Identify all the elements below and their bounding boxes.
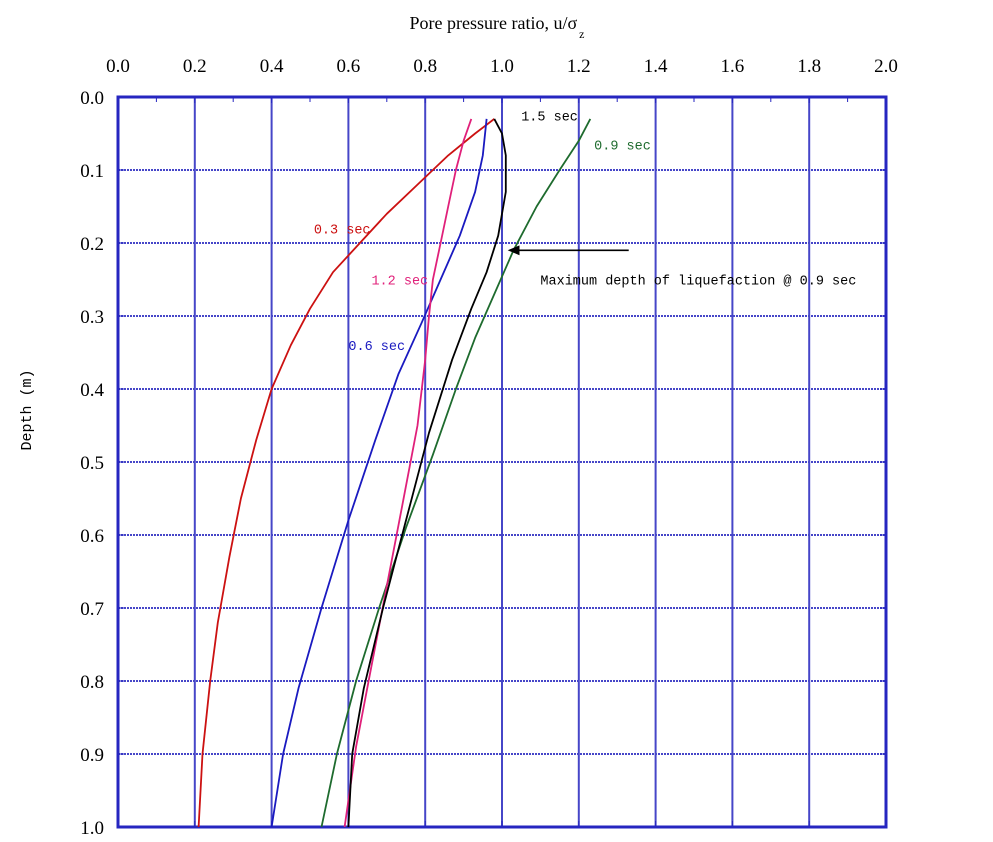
x-tick-label: 1.8: [797, 56, 821, 77]
x-tick-label: 0.0: [106, 56, 130, 77]
series-labels: 0.3 sec 0.6 sec 0.9 sec 1.2 sec 1.5 sec: [314, 110, 651, 355]
series-label-0-3-sec: 0.3 sec: [314, 223, 371, 238]
y-tick-label: 0.3: [80, 307, 104, 328]
x-tick-label: 1.6: [721, 56, 745, 77]
y-tick-label: 0.4: [80, 380, 104, 401]
y-tick-label: 0.0: [80, 88, 104, 109]
series-line-1-5-sec: [347, 118, 507, 828]
x-tick-label: 0.4: [260, 56, 284, 77]
x-tick-label: 0.8: [413, 56, 437, 77]
series-line-0-6-sec: [270, 118, 488, 828]
y-tick-label: 0.5: [80, 453, 104, 474]
annotation: Maximum depth of liquefaction @ 0.9 sec: [507, 245, 856, 290]
x-tick-label: 1.4: [644, 56, 668, 77]
series-label-0-6-sec: 0.6 sec: [348, 340, 405, 355]
x-tick-label: 2.0: [874, 56, 898, 77]
y-tick-label: 0.1: [80, 161, 104, 182]
y-tick-label: 0.8: [80, 672, 104, 693]
x-tick-label: 1.0: [490, 56, 514, 77]
plot-frame: [116, 95, 888, 829]
series-label-0-9-sec: 0.9 sec: [594, 139, 651, 154]
x-axis-title-main: Pore pressure ratio, u/σ: [410, 13, 578, 33]
y-tick-label: 1.0: [80, 818, 104, 839]
y-tick-label: 0.9: [80, 745, 104, 766]
grid: [117, 96, 887, 828]
y-axis-title: Depth (m): [19, 369, 36, 450]
plot-border: [116, 95, 888, 829]
series-lines: [197, 118, 592, 828]
series-line-0-3-sec: [197, 118, 495, 828]
series-line-0-9-sec: [320, 118, 592, 828]
series-label-1-2-sec: 1.2 sec: [371, 275, 428, 290]
y-tick-label: 0.7: [80, 599, 104, 620]
x-axis-title-subscript: z: [579, 27, 584, 41]
y-tick-label: 0.6: [80, 526, 104, 547]
annotation-text: Maximum depth of liquefaction @ 0.9 sec: [540, 275, 856, 290]
series-line-1-2-sec: [343, 118, 473, 828]
x-tick-label: 1.2: [567, 56, 591, 77]
x-tick-label: 0.2: [183, 56, 207, 77]
x-tick-label: 0.6: [337, 56, 361, 77]
tick-labels: 0.0 0.2 0.4 0.6 0.8 1.0 1.2 1.4 1.6 1.8 2.0 0.0 0.1 0…: [80, 56, 898, 839]
series-label-1-5-sec: 1.5 sec: [521, 110, 578, 125]
x-axis-title: Pore pressure ratio, u/σz: [410, 13, 585, 41]
y-tick-label: 0.2: [80, 234, 104, 255]
